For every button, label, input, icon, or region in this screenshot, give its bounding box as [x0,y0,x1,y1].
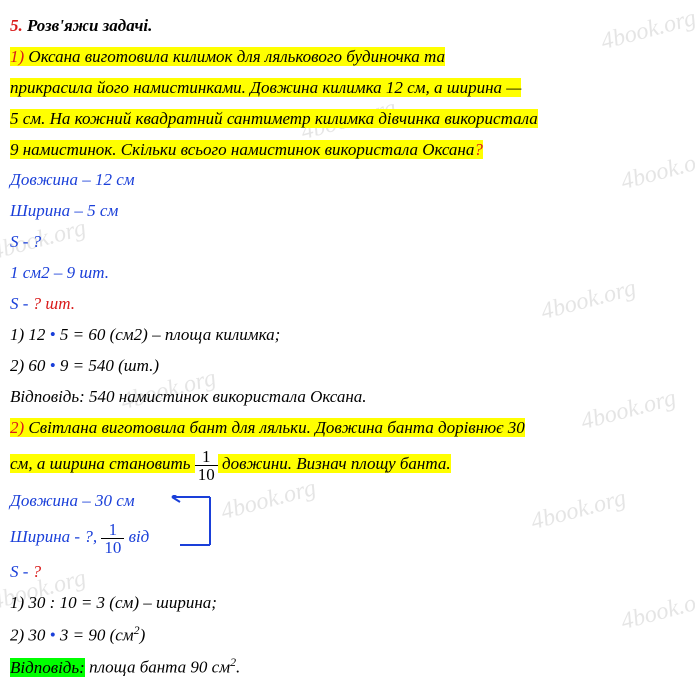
p1-step2-prefix: 2) 60 [10,356,50,375]
p2-step1: 1) 30 : 10 = 3 (см) – ширина; [10,589,685,618]
p1-given-length: Довжина – 12 см [10,166,685,195]
p1-step1-prefix: 1) 12 [10,325,50,344]
p2-fraction: 110 [195,448,218,483]
p1-step1: 1) 12 • 5 = 60 (см2) – площа килимка; [10,321,685,350]
p1-given-s: S - ? [10,228,685,257]
p2-wfrac-num: 1 [101,521,124,539]
p2-answer-p1: площа банта 90 см [85,658,230,677]
p2-given-width: Ширина - ?, 110 від [10,518,685,556]
problem2-line2: см, а ширина становить 110 довжини. Визн… [10,444,685,485]
bracket-arrow-icon [170,495,220,553]
p2-s-label: S - [10,562,33,581]
p2-given-s: S - ? [10,558,685,587]
p2-step1-text: 1) 30 : 10 = 3 (см) – ширина; [10,593,217,612]
p2-step2-s2: ) [140,625,146,644]
p2-wfrac-den: 10 [101,539,124,556]
p2-width-fraction: 110 [101,521,124,556]
task-number: 5. [10,16,23,35]
p2-step2-prefix: 2) 30 [10,625,50,644]
p2-frac-num: 1 [195,448,218,466]
p1-given-total: S - ? шт. [10,290,685,319]
p2-answer: Відповідь: площа банта 90 см2. [10,652,685,683]
problem1-line3: 5 см. На кожний квадратний сантиметр кил… [10,105,685,134]
p1-step2: 2) 60 • 9 = 540 (шт.) [10,352,685,381]
p2-step2-s1: 3 = 90 (см [56,625,134,644]
p2-text2b: довжини. Визнач площу банта. [218,454,451,473]
p2-frac-den: 10 [195,466,218,483]
p1-s-text: S - ? [10,232,41,251]
p1-given-width: Ширина – 5 см [10,197,685,226]
p1-s-label: S - [10,294,33,313]
p1-text3: 5 см. На кожний квадратний сантиметр кил… [10,109,538,128]
p1-ratio-text: 1 см2 – 9 шт. [10,263,109,282]
problem1-line2: прикрасила його намистинками. Довжина ки… [10,74,685,103]
p2-text2a: см, а ширина становить [10,454,195,473]
p2-prefix: 2) [10,418,28,437]
p1-width-text: Ширина – 5 см [10,201,118,220]
p1-text4: 9 намистинок. Скільки всього намистинок … [10,140,474,159]
problem1-line4: 9 намистинок. Скільки всього намистинок … [10,136,685,165]
p1-step2-suffix: 9 = 540 (шт.) [56,356,159,375]
p2-answer-p2: . [236,658,240,677]
p1-prefix: 1) [10,47,28,66]
task-title: Розв'яжи задачі. [27,16,152,35]
task-header: 5. Розв'яжи задачі. [10,12,685,41]
p2-given-length: Довжина – 30 см [10,487,685,516]
p2-step2: 2) 30 • 3 = 90 (см2) [10,620,685,651]
p1-text1: Оксана виготовила килимок для лялькового… [28,47,445,66]
p1-answer: Відповідь: 540 намистинок використала Ок… [10,383,685,412]
p2-length-text: Довжина – 30 см [10,491,135,510]
p1-qmark: ? [474,140,483,159]
p1-text2: прикрасила його намистинками. Довжина ки… [10,78,521,97]
p2-width-suffix: від [124,527,149,546]
p1-s-value: ? шт. [33,294,75,313]
problem1-line1: 1) Оксана виготовила килимок для ляльков… [10,43,685,72]
problem2-line1: 2) Світлана виготовила бант для ляльки. … [10,414,685,443]
p1-answer-text: Відповідь: 540 намистинок використала Ок… [10,387,367,406]
p2-answer-label: Відповідь: [10,658,85,677]
p1-given-ratio: 1 см2 – 9 шт. [10,259,685,288]
p1-step1-suffix: 5 = 60 (см2) – площа килимка; [56,325,281,344]
p1-length-text: Довжина – 12 см [10,170,135,189]
p2-text1: Світлана виготовила бант для ляльки. Дов… [28,418,524,437]
p2-s-value: ? [33,562,42,581]
p2-width-label: Ширина - ?, [10,527,101,546]
